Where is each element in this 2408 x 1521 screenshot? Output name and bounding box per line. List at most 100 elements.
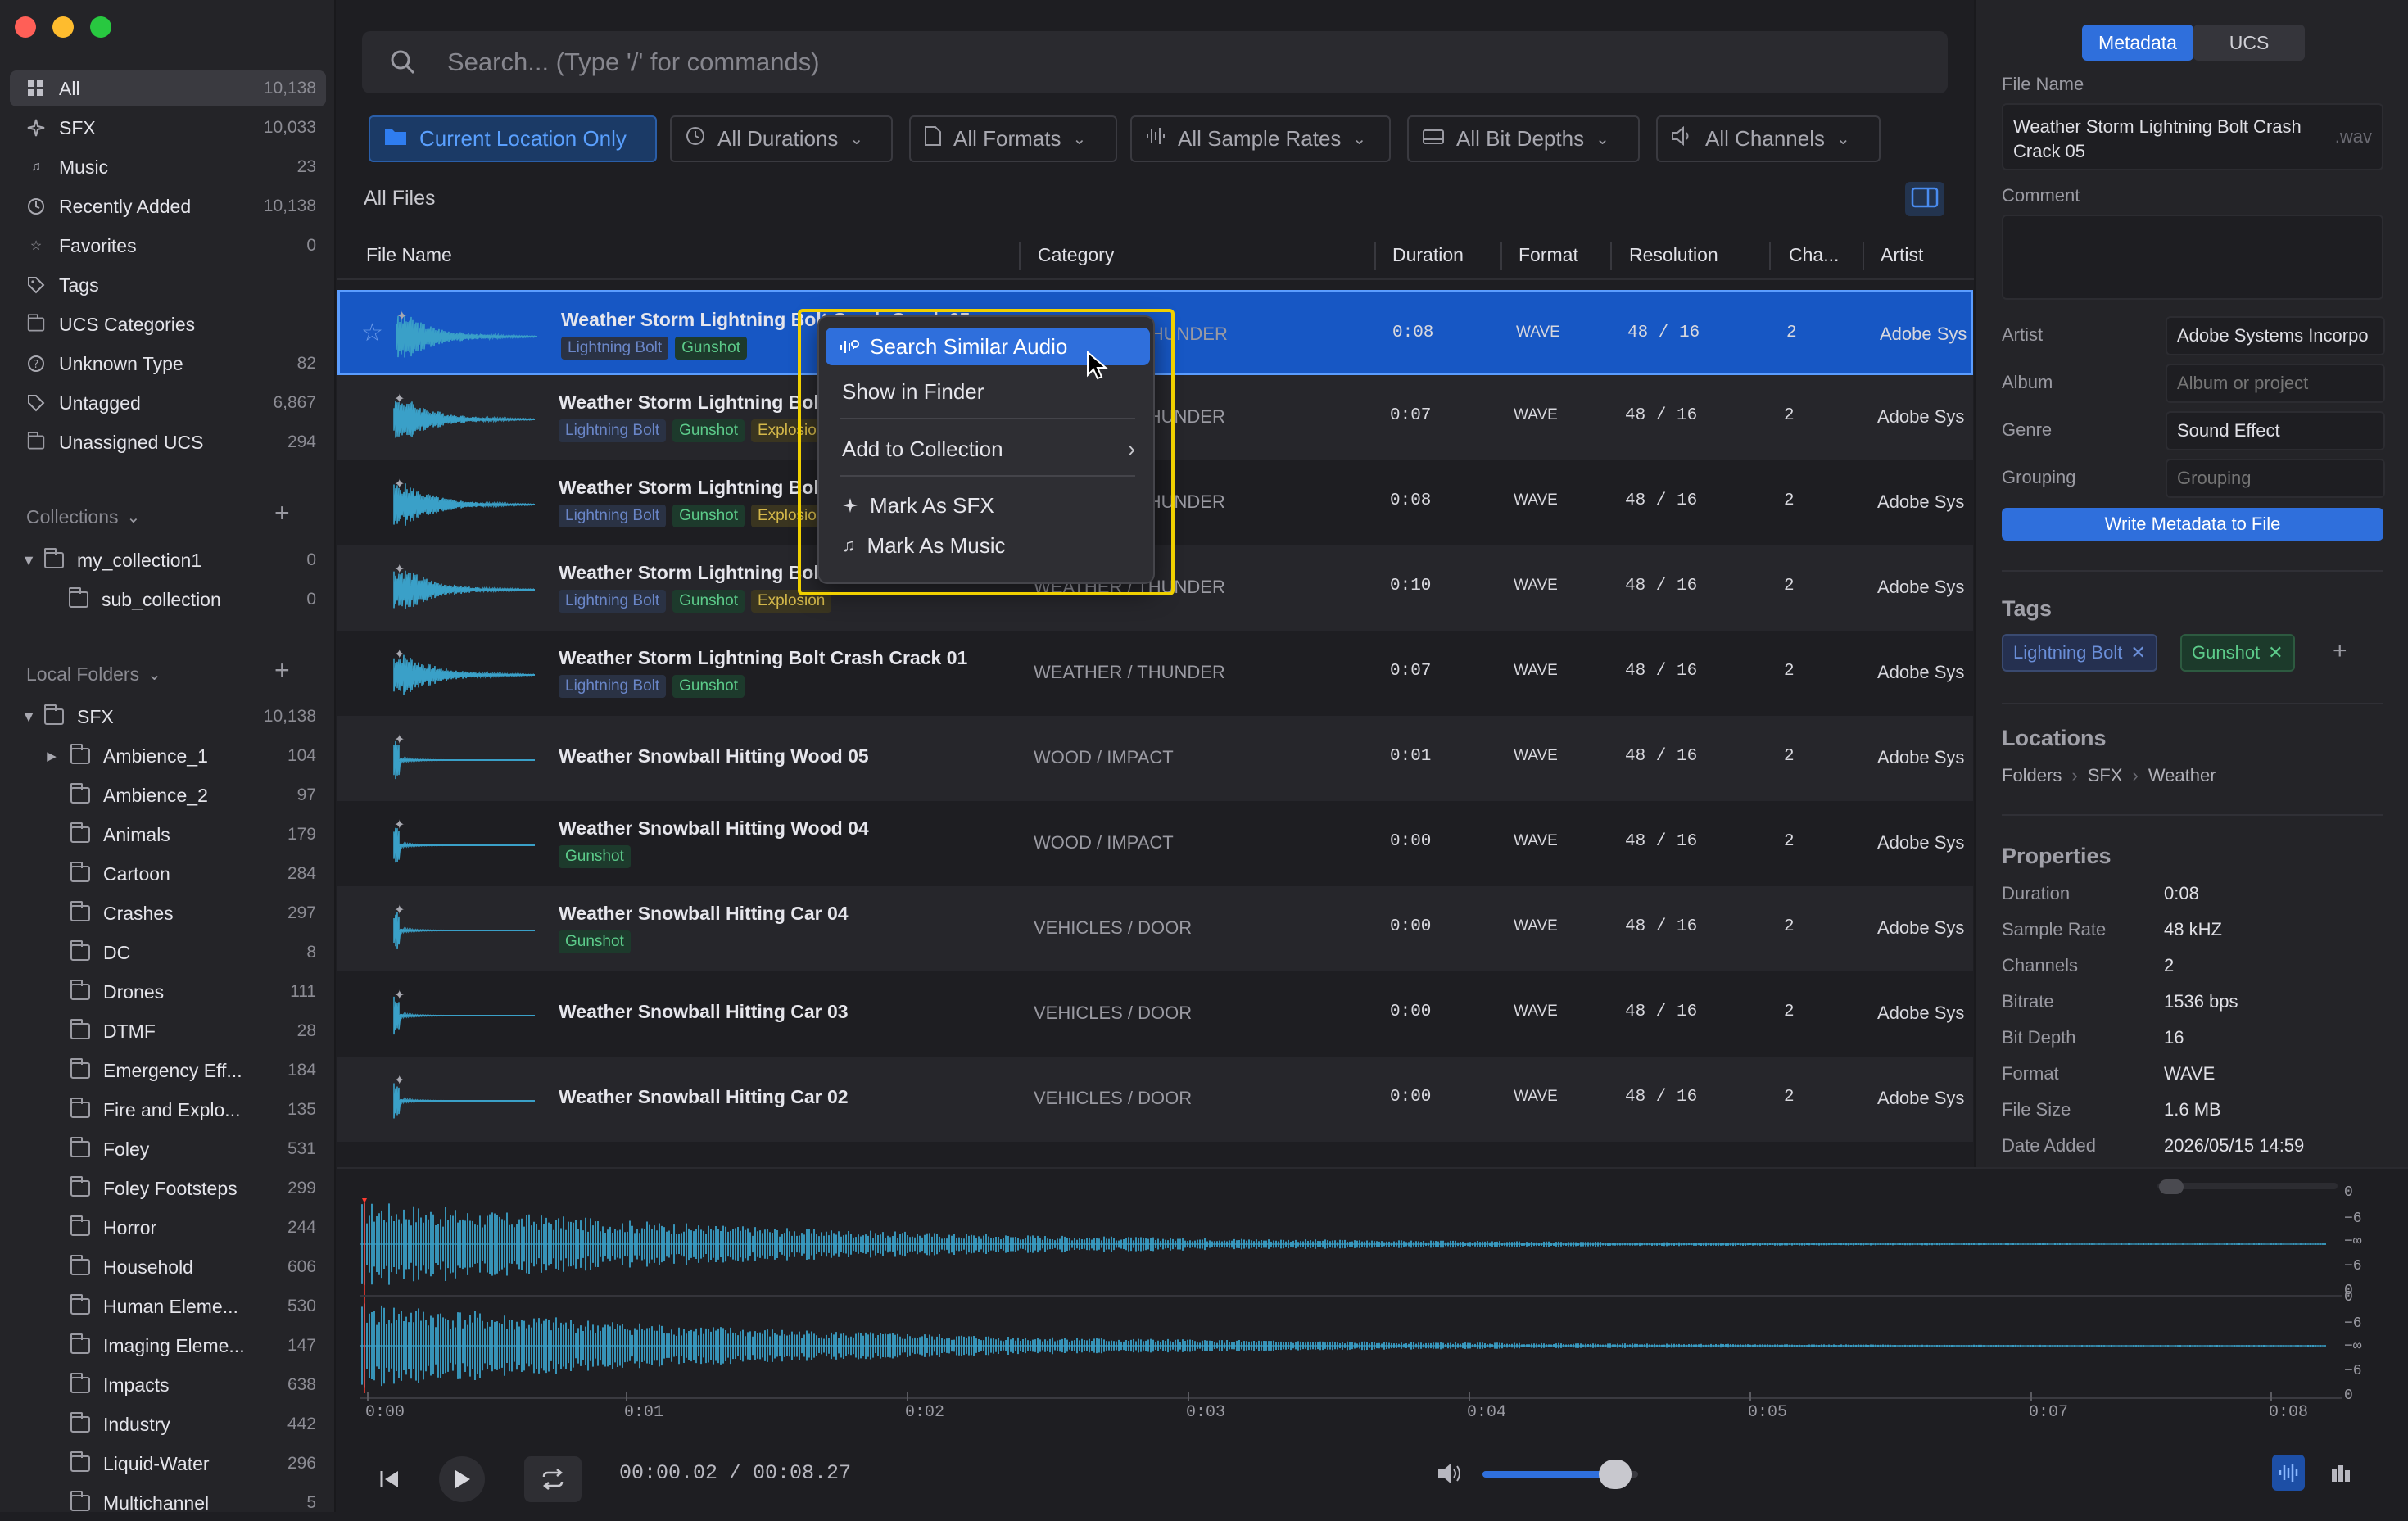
sidebar-item-recently-added[interactable]: Recently Added 10,138 xyxy=(10,188,326,224)
breadcrumb-item[interactable]: SFX xyxy=(2087,765,2123,785)
spectrum-view-button[interactable] xyxy=(2324,1455,2357,1491)
folder-item[interactable]: Animals 179 xyxy=(10,817,326,853)
breadcrumb-item[interactable]: Folders xyxy=(2002,765,2062,785)
inspector-tag-lightning-bolt[interactable]: Lightning Bolt ✕ xyxy=(2002,634,2157,672)
tag-badge[interactable]: Lightning Bolt xyxy=(559,675,667,698)
folder-item[interactable]: Multichannel 5 xyxy=(10,1485,326,1521)
remove-tag-icon[interactable]: ✕ xyxy=(2268,642,2284,663)
tag-badge[interactable]: Lightning Bolt xyxy=(559,419,667,442)
filter-current-location[interactable]: Current Location Only xyxy=(369,115,657,162)
tag-badge[interactable]: Gunshot xyxy=(559,930,631,953)
metadata-input[interactable] xyxy=(2166,459,2385,498)
sidebar-item-sfx[interactable]: SFX 10,033 xyxy=(10,110,326,146)
file-row[interactable]: ✦ Weather Snowball Hitting Car 04 Gunshot V… xyxy=(337,886,1973,971)
tag-badge[interactable]: Gunshot xyxy=(559,845,631,868)
collection-item[interactable]: ▼ my_collection1 0 xyxy=(10,542,326,578)
write-metadata-button[interactable]: Write Metadata to File xyxy=(2002,508,2383,541)
breadcrumb-item[interactable]: Weather xyxy=(2148,765,2216,785)
folder-item[interactable]: Emergency Eff... 184 xyxy=(10,1052,326,1089)
column-divider[interactable] xyxy=(1500,242,1502,270)
sidebar-item-unassigned-ucs[interactable]: Unassigned UCS 294 xyxy=(10,424,326,460)
close-window-button[interactable] xyxy=(15,16,36,38)
column-header-channels[interactable]: Cha... xyxy=(1789,244,1840,265)
tag-badge[interactable]: Gunshot xyxy=(672,675,745,698)
local-folders-header[interactable]: Local Folders ⌄ xyxy=(26,663,161,686)
folder-item[interactable]: ▶ Ambience_1 104 xyxy=(10,738,326,774)
tab-ucs[interactable]: UCS xyxy=(2193,25,2305,61)
column-divider[interactable] xyxy=(1863,242,1864,270)
remove-tag-icon[interactable]: ✕ xyxy=(2130,642,2146,663)
column-header-resolution[interactable]: Resolution xyxy=(1629,244,1718,265)
tag-badge[interactable]: Gunshot xyxy=(675,337,747,360)
triangle-right-icon[interactable]: ▶ xyxy=(47,749,57,763)
search-input[interactable] xyxy=(446,47,1838,78)
triangle-down-icon[interactable]: ▼ xyxy=(21,551,36,568)
zoom-scroll-handle[interactable] xyxy=(2159,1179,2184,1194)
folder-item[interactable]: Drones 111 xyxy=(10,974,326,1010)
folder-item[interactable]: Imaging Eleme... 147 xyxy=(10,1328,326,1364)
sidebar-item-unknown-type[interactable]: ? Unknown Type 82 xyxy=(10,346,326,382)
folder-item[interactable]: Ambience_2 97 xyxy=(10,777,326,813)
file-row[interactable]: ✦ Weather Snowball Hitting Car 02 VEHICLES… xyxy=(337,1057,1973,1142)
previous-button[interactable] xyxy=(367,1456,413,1502)
file-row[interactable]: ✦ Weather Storm Lightning Bolt Crash Crac… xyxy=(337,545,1973,631)
metadata-input[interactable] xyxy=(2166,364,2385,403)
column-divider[interactable] xyxy=(1769,242,1771,270)
folder-item[interactable]: Liquid-Water 296 xyxy=(10,1446,326,1482)
file-row[interactable]: ✦ Weather Storm Lightning Bolt Crash Crac… xyxy=(337,460,1973,545)
sidebar-item-tags[interactable]: Tags xyxy=(10,267,326,303)
folder-item[interactable]: Fire and Explo... 135 xyxy=(10,1092,326,1128)
add-folder-button[interactable]: + xyxy=(274,655,290,685)
folder-item[interactable]: Foley Footsteps 299 xyxy=(10,1170,326,1206)
waveform-display[interactable] xyxy=(360,1192,2342,1400)
tag-badge[interactable]: Lightning Bolt xyxy=(559,590,667,613)
sidebar-item-ucs-categories[interactable]: UCS Categories xyxy=(10,306,326,342)
play-button[interactable] xyxy=(439,1456,485,1502)
tag-badge[interactable]: Gunshot xyxy=(672,590,745,613)
column-header-format[interactable]: Format xyxy=(1519,244,1578,265)
column-divider[interactable] xyxy=(1610,242,1612,270)
triangle-down-icon[interactable]: ▼ xyxy=(21,708,36,725)
column-divider[interactable] xyxy=(1019,242,1021,270)
filter-durations[interactable]: All Durations ⌄ xyxy=(670,115,893,162)
waveform-view-button[interactable] xyxy=(2272,1455,2305,1491)
folder-item[interactable]: Cartoon 284 xyxy=(10,856,326,892)
folder-item-sfx[interactable]: ▼ SFX 10,138 xyxy=(10,699,326,735)
tag-badge[interactable]: Gunshot xyxy=(672,505,745,527)
add-tag-icon[interactable]: + xyxy=(2333,637,2347,664)
inspector-tag-gunshot[interactable]: Gunshot ✕ xyxy=(2180,634,2295,672)
menu-item-mark-as-sfx[interactable]: Mark As SFX xyxy=(826,487,1150,524)
column-divider[interactable] xyxy=(1374,242,1376,270)
menu-item-mark-as-music[interactable]: ♫ Mark As Music xyxy=(826,527,1150,564)
sidebar-item-music[interactable]: ♫ Music 23 xyxy=(10,149,326,185)
folder-item[interactable]: Industry 442 xyxy=(10,1406,326,1442)
file-row[interactable]: ✦ Weather Storm Lightning Bolt Crash Crac… xyxy=(337,375,1973,460)
column-header-duration[interactable]: Duration xyxy=(1392,244,1464,265)
star-icon[interactable]: ☆ xyxy=(361,319,383,346)
toggle-inspector-button[interactable] xyxy=(1905,182,1944,216)
file-row[interactable]: ✦ Weather Storm Lightning Bolt Crash Crac… xyxy=(337,631,1973,716)
sidebar-item-untagged[interactable]: Untagged 6,867 xyxy=(10,385,326,421)
collections-header[interactable]: Collections ⌄ xyxy=(26,506,140,528)
folder-item[interactable]: DTMF 28 xyxy=(10,1013,326,1049)
volume-icon[interactable] xyxy=(1437,1461,1464,1490)
column-header-category[interactable]: Category xyxy=(1038,244,1115,265)
collection-item[interactable]: sub_collection 0 xyxy=(10,582,326,618)
comment-field[interactable] xyxy=(2002,215,2383,300)
tag-badge[interactable]: Lightning Bolt xyxy=(559,505,667,527)
column-header-artist[interactable]: Artist xyxy=(1881,244,1924,265)
menu-item-add-to-collection[interactable]: Add to Collection › xyxy=(826,430,1150,468)
metadata-input[interactable] xyxy=(2166,316,2385,355)
menu-item-show-in-finder[interactable]: Show in Finder xyxy=(826,373,1150,410)
file-name-field[interactable]: Weather Storm Lightning Bolt Crash Crack… xyxy=(2002,103,2383,170)
zoom-scroll-track[interactable] xyxy=(2157,1183,2338,1189)
loop-button[interactable] xyxy=(524,1456,582,1502)
filter-sample-rates[interactable]: All Sample Rates ⌄ xyxy=(1130,115,1391,162)
folder-item[interactable]: DC 8 xyxy=(10,935,326,971)
folder-item[interactable]: Impacts 638 xyxy=(10,1367,326,1403)
filter-formats[interactable]: All Formats ⌄ xyxy=(909,115,1117,162)
column-header-file-name[interactable]: File Name xyxy=(366,244,452,265)
file-row[interactable]: ✦ Weather Snowball Hitting Wood 04 Gunshot… xyxy=(337,801,1973,886)
sidebar-item-favorites[interactable]: ☆ Favorites 0 xyxy=(10,228,326,264)
add-collection-button[interactable]: + xyxy=(274,498,290,527)
